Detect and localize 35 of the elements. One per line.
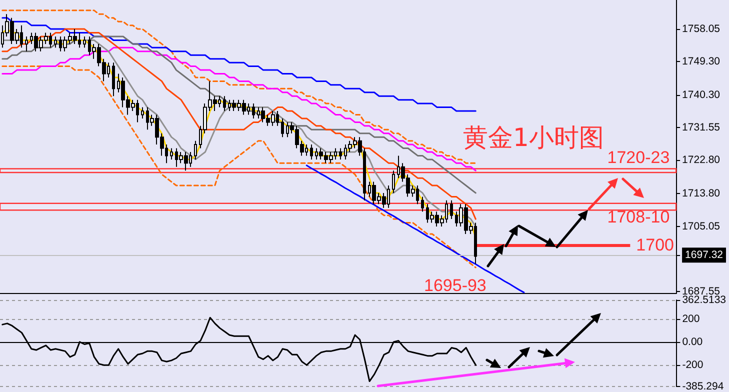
annotation: 1695-93 xyxy=(424,276,486,295)
y-tick-label: 362.5133 xyxy=(682,294,726,306)
candlestick xyxy=(112,62,115,97)
candlestick xyxy=(281,118,284,138)
y-tick-label: 1749.30 xyxy=(682,55,720,68)
y-tick-label: -385.294 xyxy=(682,380,724,392)
candlestick xyxy=(392,170,395,194)
candlestick xyxy=(170,148,173,160)
candlestick xyxy=(252,103,255,119)
candlestick xyxy=(223,96,226,112)
ref-line-label: 1700 xyxy=(636,236,674,255)
y-tick-label: 1705.05 xyxy=(682,220,720,232)
candlestick xyxy=(141,106,144,119)
y-tick-label: 1758.05 xyxy=(682,22,720,35)
y-tick-label: -200 xyxy=(682,359,704,372)
candlestick xyxy=(25,36,28,52)
y-tick-label: 1722.80 xyxy=(682,154,720,166)
y-tick-label: 1713.80 xyxy=(682,188,720,200)
candlestick xyxy=(310,144,313,160)
line-series xyxy=(306,164,525,294)
candlestick xyxy=(194,140,197,160)
y-tick-label: 1697.32 xyxy=(685,249,724,262)
band-label: 1708-10 xyxy=(607,208,670,227)
candlestick xyxy=(450,200,453,220)
candlestick xyxy=(421,196,424,212)
y-tick-label: 1731.55 xyxy=(682,122,720,134)
y-tick-label: 200 xyxy=(682,312,700,325)
candlestick xyxy=(83,36,86,48)
candlestick xyxy=(339,148,342,160)
text: 黄金1小时图 xyxy=(463,123,604,152)
band-label: 1720-23 xyxy=(607,148,670,168)
y-tick-label: 1740.30 xyxy=(682,88,720,101)
y-tick-label: 0.00 xyxy=(682,336,703,348)
line-series xyxy=(2,17,476,112)
candlestick xyxy=(54,36,57,48)
